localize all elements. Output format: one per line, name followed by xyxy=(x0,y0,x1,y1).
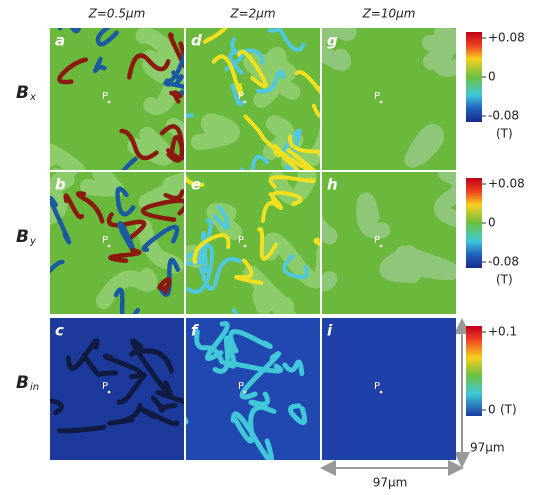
point-marker xyxy=(244,391,247,394)
colorbar-unit: (T) xyxy=(496,273,513,287)
panel: gP xyxy=(312,3,518,170)
colorbar xyxy=(466,32,482,122)
panel: dP xyxy=(179,2,344,182)
colorbar xyxy=(466,178,482,268)
point-marker xyxy=(244,101,247,104)
panel-letter: i xyxy=(327,322,333,340)
panel-letter: g xyxy=(327,32,338,50)
column-header: Z=0.5μm xyxy=(88,7,146,21)
colorbar xyxy=(466,326,482,416)
panel-letter: b xyxy=(55,176,66,194)
panel-letter: d xyxy=(191,32,202,50)
point-label: P xyxy=(238,91,244,102)
colorbar-tick-label: +0.08 xyxy=(488,31,525,45)
row-label: B xyxy=(16,373,29,393)
colorbar-tick-label: -0.08 xyxy=(488,109,519,123)
point-label: P xyxy=(102,381,108,392)
colorbar-tick-label: -0.08 xyxy=(488,255,519,269)
point-label: P xyxy=(238,235,244,246)
panel-background xyxy=(322,172,456,314)
panel-map xyxy=(179,2,344,182)
colorbar-tick-label: 0 xyxy=(488,216,496,230)
row-label: B xyxy=(16,83,29,103)
scale-label: 97μm xyxy=(373,476,408,490)
point-label: P xyxy=(374,381,380,392)
point-marker xyxy=(380,245,383,248)
colorbar-tick-label: 0 xyxy=(488,70,496,84)
panel-letter: e xyxy=(191,176,201,194)
point-marker xyxy=(108,391,111,394)
point-marker xyxy=(380,391,383,394)
point-marker xyxy=(108,245,111,248)
point-label: P xyxy=(374,235,380,246)
figure: 97μm 97μm Z=0.5μmZ=2μmZ=10μmBxaPdPgPBybP… xyxy=(0,0,540,491)
panel-letter: c xyxy=(55,322,64,340)
row-label-sub: in xyxy=(30,382,39,393)
colorbar-unit: (T) xyxy=(500,403,517,417)
row-label-sub: x xyxy=(29,92,36,103)
panel-letter: a xyxy=(55,32,65,50)
colorbar-tick-label: +0.1 xyxy=(488,325,517,339)
point-marker xyxy=(380,101,383,104)
point-label: P xyxy=(238,381,244,392)
colorbar-unit: (T) xyxy=(496,127,513,141)
panel-letter: h xyxy=(327,176,338,194)
point-label: P xyxy=(102,91,108,102)
colorbar-tick-label: +0.08 xyxy=(488,177,525,191)
scale-label: 97μm xyxy=(470,441,505,455)
domain-patch xyxy=(427,363,452,400)
point-marker xyxy=(244,245,247,248)
row-label: B xyxy=(16,227,29,247)
column-header: Z=2μm xyxy=(229,7,275,21)
point-marker xyxy=(108,101,111,104)
panel-map xyxy=(312,3,518,170)
point-label: P xyxy=(374,91,380,102)
column-header: Z=10μm xyxy=(362,7,416,21)
colorbar-tick-label: 0 xyxy=(488,403,496,417)
domain-wall xyxy=(203,233,206,271)
row-label-sub: y xyxy=(29,236,37,247)
point-label: P xyxy=(102,235,108,246)
